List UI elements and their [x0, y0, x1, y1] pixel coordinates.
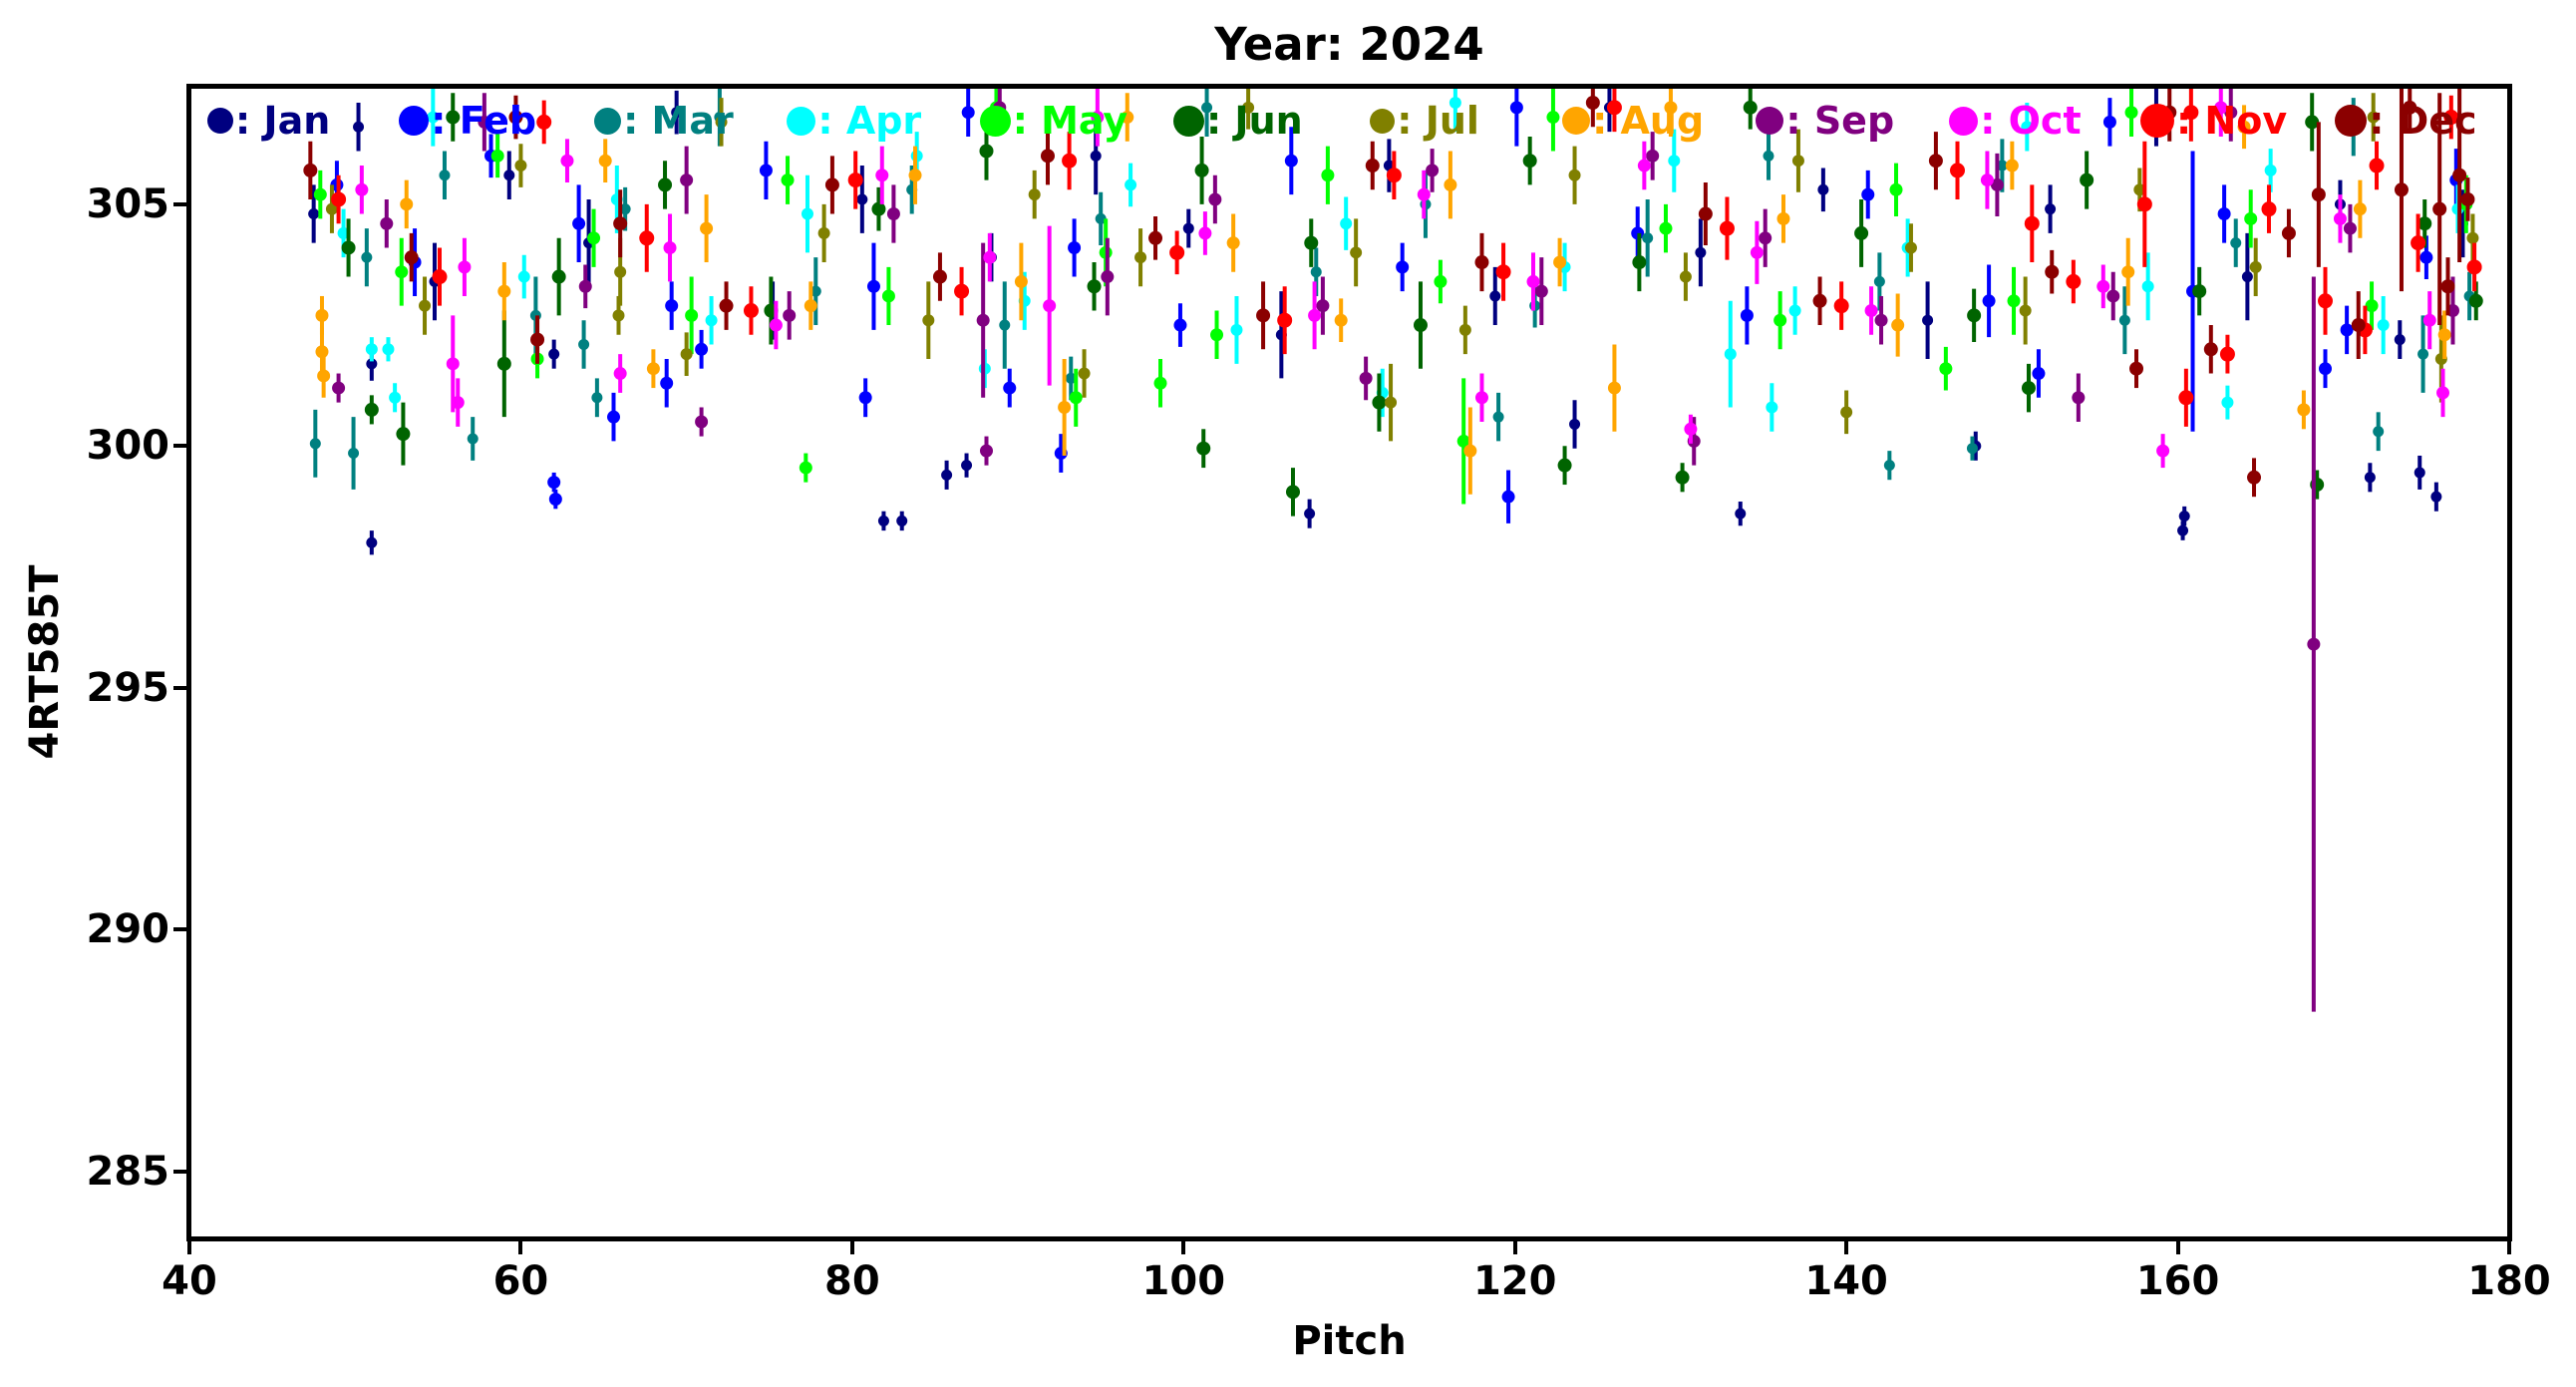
- legend-dot-dec-icon: [2335, 105, 2368, 137]
- x-tick-label: 80: [824, 1258, 880, 1304]
- legend-dot-apr-icon: [787, 106, 816, 136]
- plot-area: [186, 84, 2512, 1241]
- y-axis-label: 4RT585T: [22, 564, 68, 760]
- legend-item-jun: : Jun: [1173, 97, 1303, 145]
- legend-label-sep: : Sep: [1785, 99, 1895, 143]
- x-tick-mark: [849, 1241, 854, 1254]
- x-axis-label: Pitch: [1292, 1318, 1407, 1364]
- series-dec: [303, 89, 2475, 498]
- legend-item-feb: : Feb: [399, 97, 536, 145]
- legend-label-jul: : Jul: [1397, 99, 1479, 143]
- y-tick-label: 295: [86, 664, 170, 711]
- legend-dot-nov-icon: [2140, 104, 2174, 138]
- y-tick-label: 305: [86, 180, 170, 227]
- legend-dot-mar-icon: [594, 107, 622, 135]
- x-tick-label: 40: [161, 1258, 217, 1304]
- legend-label-nov: : Nov: [2176, 99, 2288, 143]
- legend-item-jan: : Jan: [207, 97, 330, 145]
- series-aug: [315, 89, 2451, 495]
- y-tick-mark: [173, 927, 186, 932]
- x-tick-label: 160: [2135, 1258, 2220, 1304]
- legend-dot-oct-icon: [1949, 106, 1979, 136]
- legend-item-sep: : Sep: [1756, 97, 1894, 145]
- legend-dot-aug-icon: [1562, 107, 1591, 135]
- legend-label-mar: : Mar: [623, 99, 734, 143]
- series-jun: [341, 89, 2483, 517]
- legend-label-jun: : Jun: [1206, 99, 1303, 143]
- x-tick-mark: [518, 1241, 523, 1254]
- x-tick-mark: [1844, 1241, 1849, 1254]
- legend-dot-jan-icon: [207, 108, 233, 134]
- series-sep: [332, 89, 2459, 1012]
- legend-label-oct: : Oct: [1980, 99, 2082, 143]
- x-tick-mark: [1512, 1241, 1517, 1254]
- scatter-points-layer: [303, 89, 2483, 1012]
- x-tick-label: 60: [492, 1258, 549, 1304]
- y-tick-label: 290: [86, 906, 170, 953]
- legend-label-aug: : Aug: [1592, 99, 1705, 143]
- series-nov: [331, 89, 2482, 427]
- legend-label-feb: : Feb: [431, 99, 537, 143]
- y-tick-mark: [173, 685, 186, 690]
- x-tick-mark: [2175, 1241, 2180, 1254]
- legend-dot-may-icon: [979, 105, 1011, 137]
- x-tick-label: 100: [1141, 1258, 1226, 1304]
- x-tick-mark: [187, 1241, 191, 1254]
- series-oct: [355, 89, 2450, 469]
- y-tick-mark: [173, 1169, 186, 1174]
- x-tick-label: 140: [1804, 1258, 1888, 1304]
- legend-item-aug: : Aug: [1562, 97, 1704, 145]
- legend-dot-jun-icon: [1173, 105, 1204, 137]
- legend-item-apr: : Apr: [787, 97, 921, 145]
- y-tick-label: 300: [86, 423, 170, 470]
- y-tick-label: 285: [86, 1148, 170, 1195]
- legend-item-dec: : Dec: [2335, 97, 2477, 145]
- legend-item-nov: : Nov: [2140, 97, 2287, 145]
- legend-label-jan: : Jan: [235, 99, 331, 143]
- legend-dot-feb-icon: [399, 106, 430, 136]
- chart-title: Year: 2024: [1214, 18, 1484, 71]
- y-tick-mark: [173, 444, 186, 449]
- legend-item-may: : May: [979, 97, 1128, 145]
- x-tick-mark: [1181, 1241, 1186, 1254]
- legend-label-apr: : Apr: [817, 99, 922, 143]
- x-tick-label: 120: [1472, 1258, 1557, 1304]
- legend-item-mar: : Mar: [594, 97, 734, 145]
- legend-label-may: : May: [1012, 99, 1128, 143]
- legend-item-jul: : Jul: [1370, 97, 1479, 145]
- legend-item-oct: : Oct: [1949, 97, 2082, 145]
- x-tick-mark: [2507, 1241, 2511, 1254]
- legend-dot-jul-icon: [1370, 108, 1396, 134]
- legend-label-dec: : Dec: [2369, 99, 2477, 143]
- x-tick-label: 180: [2467, 1258, 2551, 1304]
- y-tick-mark: [173, 201, 186, 206]
- series-jul: [325, 89, 2479, 442]
- legend-dot-sep-icon: [1756, 107, 1784, 135]
